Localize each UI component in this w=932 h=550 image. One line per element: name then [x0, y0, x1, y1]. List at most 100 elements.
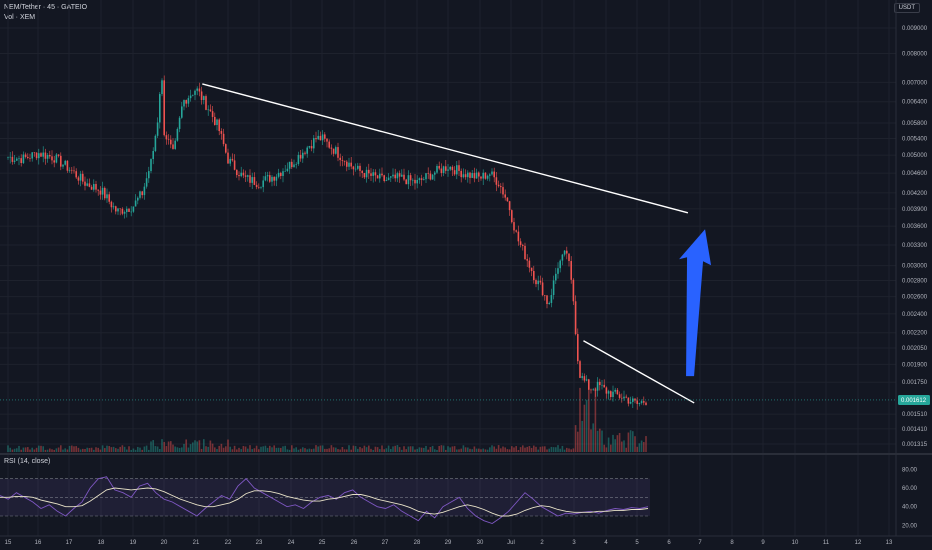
- price-tick-label: 0.001315: [902, 442, 928, 448]
- candle-body: [174, 140, 176, 149]
- candle-body: [572, 279, 575, 302]
- candle-body: [335, 147, 337, 154]
- volume-bar: [172, 444, 174, 452]
- candle-body: [51, 156, 53, 161]
- candle-body: [176, 128, 179, 141]
- volume-bar: [632, 431, 634, 452]
- volume-bar: [405, 449, 407, 452]
- candle-body: [330, 147, 333, 149]
- date-tick-label: 30: [477, 540, 484, 546]
- candle-body: [541, 282, 544, 296]
- candle-body: [196, 88, 198, 91]
- volume-bar: [416, 448, 418, 452]
- candle-body: [346, 161, 348, 167]
- candle-body: [577, 334, 579, 362]
- candle-body: [165, 135, 168, 140]
- date-tick-label: 21: [193, 540, 200, 546]
- volume-bar: [154, 446, 157, 452]
- volume-bar: [104, 448, 106, 452]
- candle-body: [295, 164, 297, 165]
- volume-bar: [167, 441, 170, 452]
- volume-bar: [511, 446, 513, 452]
- volume-bar: [31, 447, 33, 452]
- candle-body: [218, 119, 220, 132]
- candle-body: [550, 295, 553, 303]
- up-arrow-icon[interactable]: [679, 229, 712, 377]
- candle-body: [189, 95, 192, 99]
- volume-bar: [203, 439, 205, 452]
- candle-body: [128, 208, 130, 212]
- candle-body: [104, 187, 106, 199]
- volume-bar: [236, 449, 238, 452]
- candle-body: [599, 381, 601, 386]
- volume-bar: [77, 447, 80, 452]
- candle-body: [222, 133, 225, 145]
- candle-body: [508, 201, 511, 211]
- candle-body: [328, 141, 330, 148]
- candle-body: [27, 156, 29, 158]
- trendlines: [202, 83, 695, 404]
- candle-body: [156, 122, 159, 136]
- candlesticks: [7, 75, 647, 410]
- volume-bar: [304, 448, 306, 452]
- volume-bar: [625, 447, 627, 452]
- volume-bar: [97, 447, 99, 452]
- price-tick-label: 0.001410: [902, 427, 928, 433]
- candle-body: [453, 170, 456, 175]
- candle-body: [513, 222, 515, 231]
- volume-bar: [258, 449, 260, 452]
- candle-body: [594, 389, 597, 391]
- candle-body: [387, 177, 390, 181]
- price-tick-label: 0.003300: [902, 243, 928, 249]
- volume-bar: [368, 445, 370, 452]
- candle-body: [112, 206, 115, 208]
- candle-body: [427, 173, 429, 174]
- candle-body: [390, 176, 392, 178]
- date-tick-label: 27: [382, 540, 389, 546]
- date-tick-label: 3: [572, 540, 576, 546]
- volume-bar: [574, 425, 577, 452]
- currency-unit-button[interactable]: USDT: [893, 3, 920, 13]
- volume-bar: [62, 449, 64, 452]
- volume-bar: [330, 445, 333, 452]
- candle-body: [354, 168, 357, 170]
- volume-bar: [412, 446, 414, 452]
- volume-bar: [145, 445, 148, 452]
- volume-bar: [332, 447, 335, 452]
- candle-body: [249, 175, 251, 183]
- candle-body: [581, 376, 583, 378]
- candle-body: [62, 164, 64, 167]
- volume-bar: [456, 449, 458, 452]
- candle-body: [332, 148, 335, 154]
- candle-body: [614, 389, 616, 392]
- volume-bar: [539, 446, 542, 452]
- volume-bar: [9, 447, 11, 452]
- candle-body: [440, 168, 443, 174]
- date-tick-label: 16: [35, 540, 42, 546]
- date-tick-label: 15: [5, 540, 12, 546]
- candle-body: [343, 160, 346, 162]
- candle-body: [117, 208, 119, 212]
- candle-body: [181, 106, 183, 118]
- volume-bar: [508, 449, 511, 452]
- candle-body: [57, 154, 60, 156]
- volume-bar: [537, 449, 539, 452]
- candle-body: [398, 173, 401, 177]
- volume-bar: [401, 449, 403, 452]
- trendline[interactable]: [202, 83, 689, 214]
- volume-bar: [18, 445, 20, 452]
- volume-bar: [53, 449, 55, 452]
- candle-body: [302, 152, 304, 159]
- volume-bar: [429, 447, 432, 452]
- candle-body: [205, 96, 207, 110]
- rsi-ma-line: [0, 487, 649, 517]
- trendline[interactable]: [583, 340, 695, 404]
- candle-body: [44, 152, 47, 159]
- candle-body: [645, 402, 647, 405]
- candle-body: [533, 271, 535, 281]
- candle-body: [374, 172, 377, 176]
- candle-body: [247, 175, 249, 177]
- date-tick-label: 28: [414, 540, 421, 546]
- candle-body: [240, 172, 242, 177]
